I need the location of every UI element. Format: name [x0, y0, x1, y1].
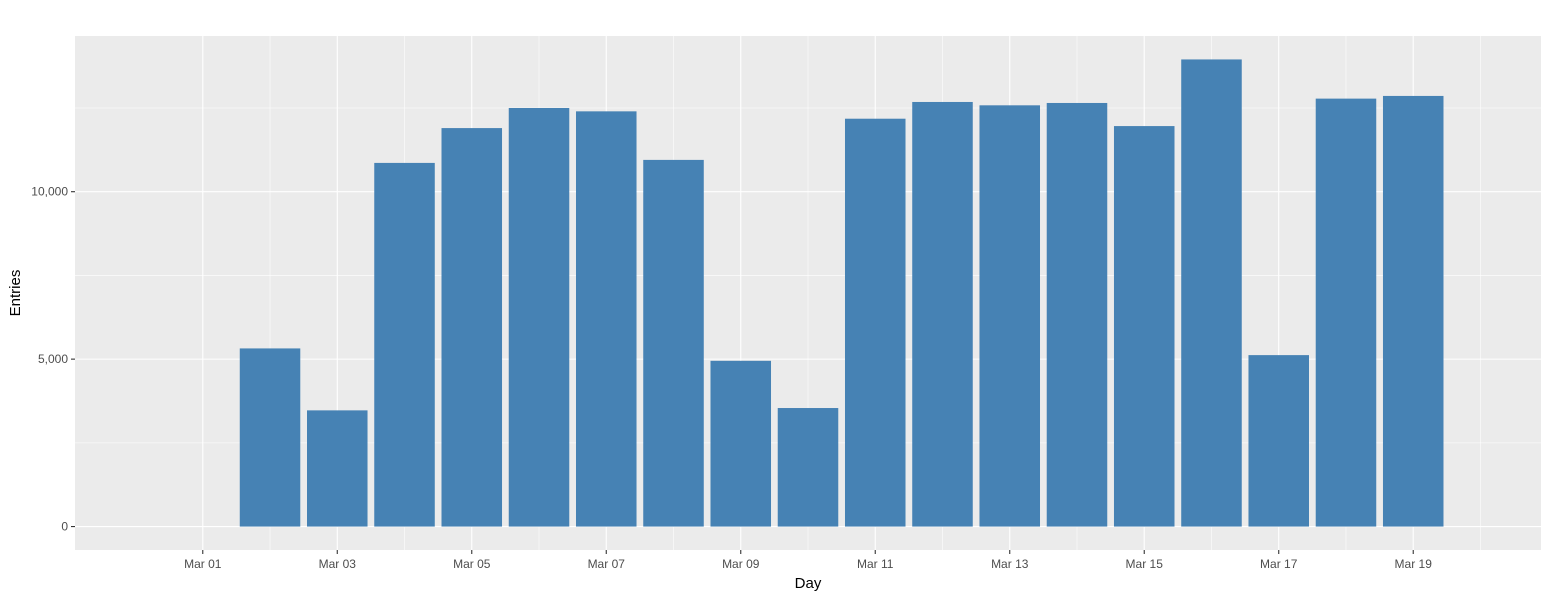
bar [844, 118, 906, 527]
y-tick-label: 0 [61, 520, 68, 534]
x-tick-label: Mar 01 [184, 557, 222, 571]
y-tick-label: 5,000 [38, 352, 68, 366]
bar [1382, 95, 1444, 527]
x-axis-title: Day [795, 575, 822, 592]
bar [710, 360, 772, 527]
bars [239, 59, 1444, 527]
bar [912, 101, 973, 527]
x-tick-label: Mar 15 [1126, 557, 1164, 571]
x-axis: Mar 01 Mar 03 Mar 05 Mar 07 Mar 09 Mar 11 Mar … [184, 550, 1432, 571]
bar [239, 348, 301, 527]
bar [777, 408, 839, 527]
x-tick-label: Mar 19 [1395, 557, 1433, 571]
bar [441, 128, 503, 527]
x-tick-label: Mar 17 [1260, 557, 1298, 571]
bar [643, 159, 704, 527]
bar [1113, 126, 1175, 527]
bar [979, 105, 1041, 527]
bar [1046, 102, 1108, 527]
bar [1315, 98, 1377, 527]
x-tick-label: Mar 09 [722, 557, 760, 571]
bar [575, 111, 637, 527]
y-tick-label: 10,000 [31, 185, 68, 199]
y-axis-title: Entries [7, 270, 24, 317]
bar [1248, 355, 1309, 527]
bar [1181, 59, 1242, 527]
bar [508, 107, 570, 527]
y-axis: 0 5,000 10,000 [31, 185, 75, 534]
bar [307, 410, 368, 527]
x-tick-label: Mar 05 [453, 557, 491, 571]
x-tick-label: Mar 11 [857, 557, 894, 571]
x-tick-label: Mar 07 [588, 557, 626, 571]
bar [374, 162, 435, 527]
x-tick-label: Mar 03 [319, 557, 357, 571]
x-tick-label: Mar 13 [991, 557, 1029, 571]
